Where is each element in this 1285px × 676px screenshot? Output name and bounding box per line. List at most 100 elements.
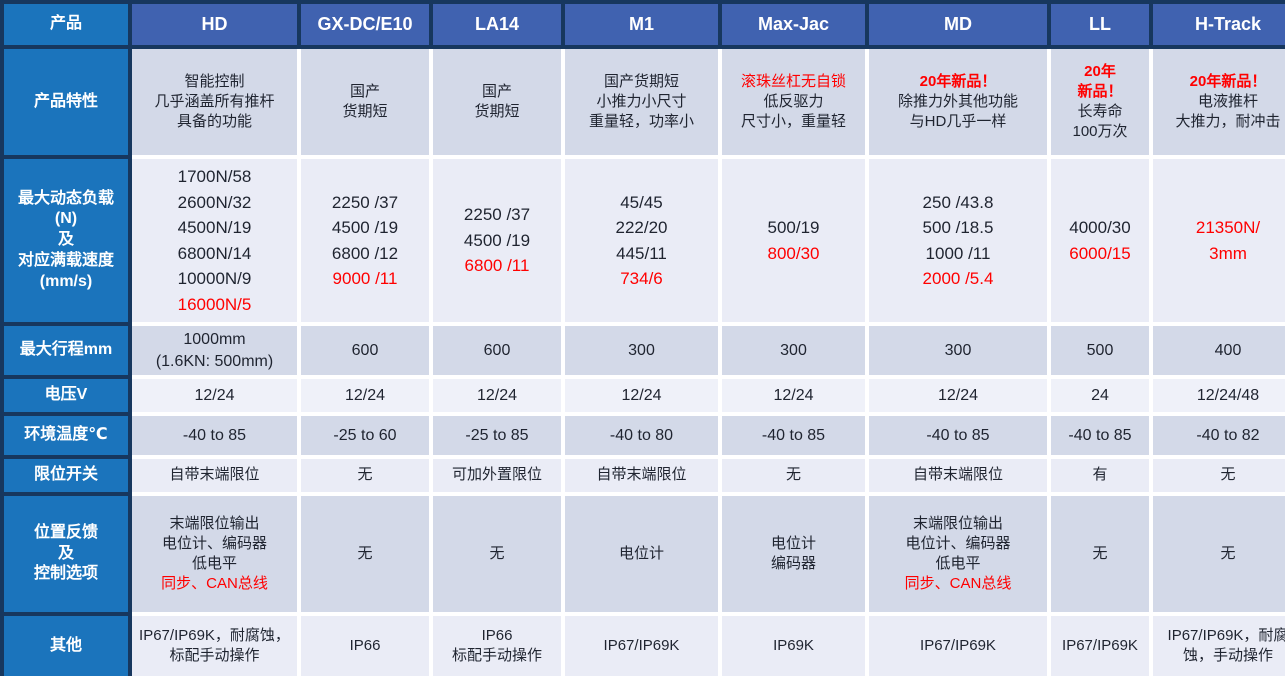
cell-line: 国产 [349, 82, 380, 100]
cell-limit-la14: 可加外置限位 [433, 459, 561, 492]
cell-stroke-hd: 1000mm (1.6KN: 500mm) [132, 326, 297, 375]
cell-features-gx: 国产 货期短 [301, 49, 429, 155]
cell-line: 250 /43.8 [922, 192, 994, 212]
cell-stroke-gx: 600 [301, 326, 429, 375]
cell-line: 2250 /37 [331, 192, 399, 212]
cell-line: IP67/IP69K [920, 636, 996, 654]
cell-line: -40 to 82 [1196, 426, 1260, 444]
table-row-limit: 限位开关 自带末端限位 无 可加外置限位 自带末端限位 无 自带末端限位 有 无 [4, 459, 1285, 492]
cell-limit-hd: 自带末端限位 [132, 459, 297, 492]
cell-line: IP67/IP69K [1062, 636, 1138, 654]
cell-line: 24 [1091, 386, 1109, 404]
row-label-line: 最大行程mm [19, 341, 113, 359]
cell-other-hd: IP67/IP69K，耐腐蚀，标配手动操作 [132, 616, 297, 676]
row-label-line: 及 [57, 544, 74, 562]
cell-line: 自带末端限位 [596, 466, 687, 484]
cell-line: 无 [1092, 544, 1108, 562]
cell-line: 大推力，耐冲击 [1175, 113, 1281, 131]
cell-line: 12/24 [773, 386, 814, 404]
cell-other-gx: IP66 [301, 616, 429, 676]
cell-other-md: IP67/IP69K [869, 616, 1047, 676]
cell-line: 重量轻，功率小 [588, 113, 694, 131]
cell-line: 末端限位输出 [169, 514, 260, 532]
cell-line: 编码器 [770, 555, 816, 572]
cell-line: 12/24/48 [1196, 386, 1260, 404]
cell-line: 长寿命 [1077, 103, 1123, 120]
cell-other-m1: IP67/IP69K [565, 616, 718, 676]
cell-line: 500 [1086, 341, 1114, 359]
row-label-stroke: 最大行程mm [4, 326, 128, 375]
cell-line: 445/11 [616, 243, 667, 263]
cell-load-m1: 45/45 222/20 445/11 734/6 [565, 159, 718, 322]
cell-feedback-htrack: 无 [1153, 496, 1285, 612]
cell-temp-la14: -25 to 85 [433, 416, 561, 455]
cell-limit-gx: 无 [301, 459, 429, 492]
row-label-line: (N) [54, 210, 78, 228]
cell-line: 低反驱力 [763, 92, 824, 110]
cell-line: IP67/IP69K，耐腐蚀，手动操作 [1167, 626, 1285, 664]
cell-limit-maxjac: 无 [722, 459, 865, 492]
row-label-line: 电压V [44, 386, 88, 404]
cell-voltage-maxjac: 12/24 [722, 379, 865, 412]
cell-limit-md: 自带末端限位 [869, 459, 1047, 492]
cell-line: 600 [351, 341, 379, 359]
cell-line: 300 [944, 341, 972, 359]
cell-stroke-maxjac: 300 [722, 326, 865, 375]
cell-line: 9000 /11 [332, 269, 398, 288]
row-label-line: 环境温度℃ [24, 426, 108, 444]
cell-other-la14: IP66 标配手动操作 [433, 616, 561, 676]
row-label-line: 其他 [49, 636, 82, 654]
cell-line: 300 [628, 341, 655, 359]
cell-stroke-htrack: 400 [1153, 326, 1285, 375]
cell-line: -40 to 80 [609, 426, 674, 444]
cell-voltage-hd: 12/24 [132, 379, 297, 412]
corner-header-product: 产品 [4, 4, 128, 45]
row-label-line: 位置反馈 [33, 523, 98, 541]
cell-line: 10000N/9 [177, 269, 252, 288]
cell-line: 45/45 [620, 192, 663, 212]
cell-line: 与HD几乎一样 [909, 113, 1007, 131]
cell-load-htrack: 21350N/3mm [1153, 159, 1285, 322]
cell-features-htrack: 20年新品！ 电液推杆 大推力，耐冲击 [1153, 49, 1285, 155]
column-header-htrack: H-Track [1153, 4, 1285, 45]
cell-line: 有 [1092, 466, 1108, 484]
cell-load-la14: 2250 /37 4500 /19 6800 /11 [433, 159, 561, 322]
cell-other-maxjac: IP69K [722, 616, 865, 676]
cell-line: 尺寸小，重量轻 [740, 113, 846, 131]
cell-line: 无 [489, 544, 505, 562]
cell-line: 自带末端限位 [169, 466, 260, 484]
cell-line: 12/24 [344, 386, 386, 404]
cell-line: 16000N/5 [177, 294, 252, 314]
header-row: 产品 HD GX-DC/E10 LA14 M1 Max-Jac MD LL H-Track [4, 4, 1285, 45]
table-row-voltage: 电压V 12/24 12/24 12/24 12/24 12/24 12/24 24 12/24… [4, 379, 1285, 412]
cell-other-htrack: IP67/IP69K，耐腐蚀，手动操作 [1153, 616, 1285, 676]
cell-line: 同步、CAN总线 [904, 575, 1012, 593]
column-header-ll: LL [1051, 4, 1149, 45]
cell-voltage-m1: 12/24 [565, 379, 718, 412]
cell-line: 800/30 [767, 243, 820, 263]
column-header-hd: HD [132, 4, 297, 45]
row-label-line: 及 [57, 231, 74, 249]
cell-line: 滚珠丝杠无自锁 [740, 72, 846, 90]
row-label-other: 其他 [4, 616, 128, 676]
cell-line: 222/20 [615, 218, 668, 237]
cell-line: 2000 /5.4 [922, 269, 994, 288]
cell-line: -25 to 85 [465, 426, 529, 444]
cell-line: 低电平 [191, 555, 237, 572]
cell-line: 标配手动操作 [451, 647, 542, 664]
cell-line: 21350N/ [1195, 218, 1261, 237]
cell-stroke-m1: 300 [565, 326, 718, 375]
cell-features-la14: 国产 货期短 [433, 49, 561, 155]
cell-voltage-la14: 12/24 [433, 379, 561, 412]
cell-line: 12/24 [194, 386, 235, 404]
cell-line: 可加外置限位 [451, 466, 542, 484]
cell-feedback-ll: 无 [1051, 496, 1149, 612]
cell-line: 电位计、编码器 [161, 534, 267, 552]
row-label-line: 最大动态负载 [17, 189, 114, 207]
cell-line: -40 to 85 [182, 426, 247, 444]
cell-line: 无 [357, 544, 373, 562]
cell-line: 6000/15 [1069, 243, 1131, 263]
cell-feedback-md: 末端限位输出 电位计、编码器 低电平 同步、CAN总线 [869, 496, 1047, 612]
cell-voltage-md: 12/24 [869, 379, 1047, 412]
cell-line: 4000/30 [1069, 218, 1131, 237]
